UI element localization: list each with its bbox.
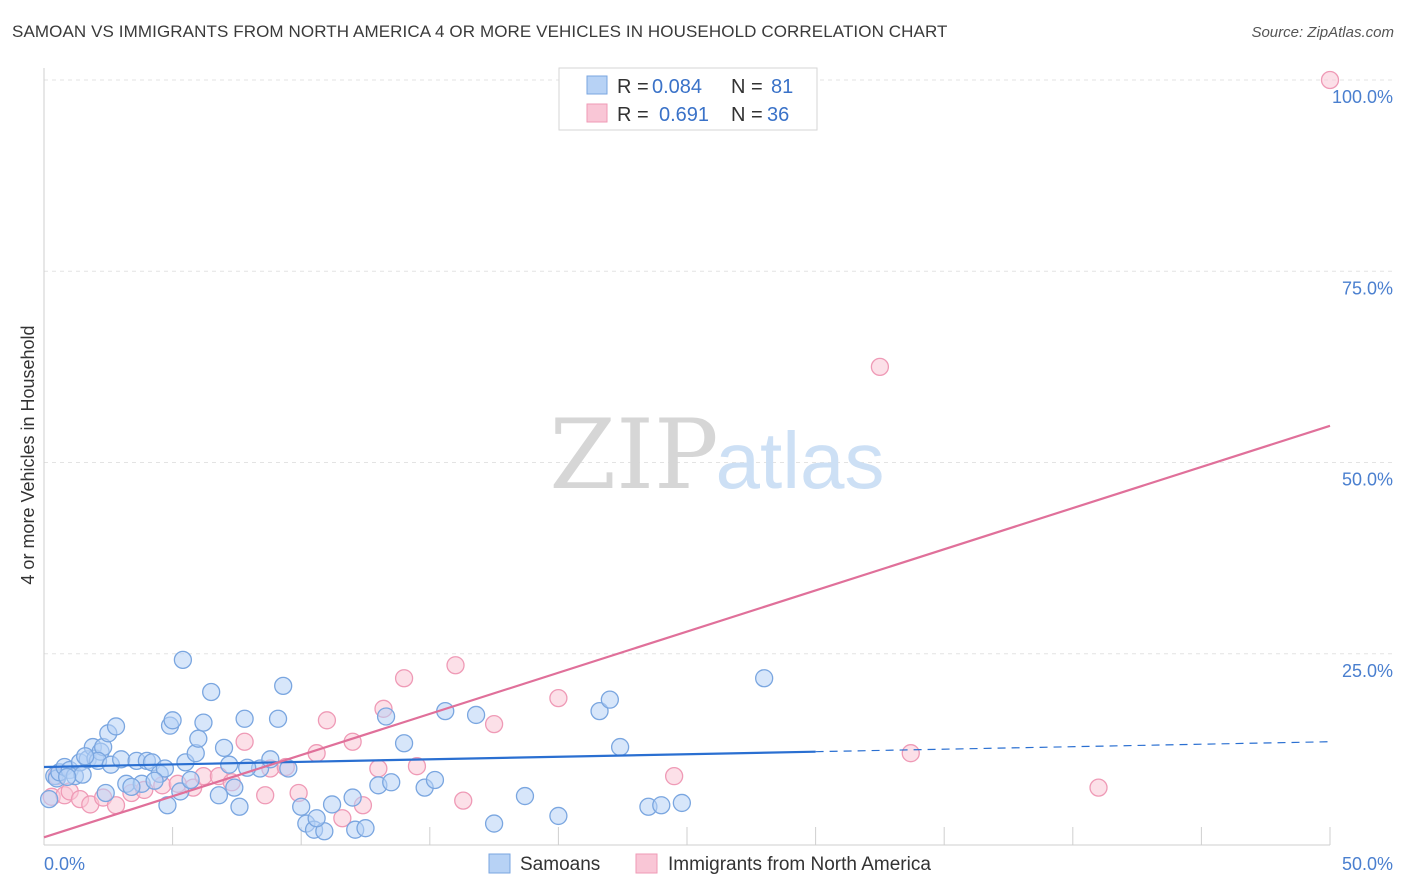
data-point (515, 786, 535, 806)
legend-r-immigrants: 0.691 (659, 104, 709, 126)
data-point (549, 806, 568, 826)
legend-swatch-immigrants (586, 103, 608, 123)
legend-n-label: N = (731, 104, 763, 126)
trendline-samoans (43, 750, 816, 769)
data-point (376, 707, 396, 726)
legend-r-label: R = (617, 104, 649, 126)
data-point (672, 793, 692, 813)
data-point (163, 711, 182, 730)
data-point (343, 788, 362, 807)
legend-n-label: N = (731, 76, 763, 98)
data-point (317, 711, 337, 730)
data-point (268, 709, 288, 728)
data-point (549, 688, 568, 708)
data-point (454, 791, 473, 810)
data-point (590, 701, 609, 721)
data-point (189, 729, 208, 748)
data-point (322, 795, 342, 814)
data-point (73, 765, 92, 784)
data-point (755, 669, 774, 688)
data-point (307, 809, 326, 828)
stats-legend: R = 0.084 N = 81 R = 0.691 N = 36 (558, 67, 818, 131)
watermark-atlas: atlas (716, 416, 885, 505)
data-point (484, 814, 504, 833)
data-point (600, 690, 619, 709)
data-point (57, 767, 77, 787)
chart-title: SAMOAN VS IMMIGRANTS FROM NORTH AMERICA … (12, 22, 948, 41)
legend-r-samoans: 0.084 (652, 76, 702, 98)
data-point (209, 786, 229, 805)
y-tick-label: 100.0% (1332, 87, 1393, 107)
data-point (214, 738, 234, 757)
series-legend: Samoans Immigrants from North America (488, 853, 931, 875)
data-point (39, 789, 59, 809)
data-point (220, 755, 239, 774)
legend-n-samoans: 81 (771, 76, 793, 98)
data-point (106, 717, 126, 736)
data-point (292, 797, 311, 816)
data-point (466, 705, 486, 725)
x-tick-label: 50.0% (1342, 854, 1393, 874)
source-label: Source: ZipAtlas.com (1251, 24, 1394, 41)
y-tick-label: 50.0% (1342, 470, 1393, 490)
data-point (394, 669, 414, 688)
data-point (1320, 70, 1340, 90)
y-axis-title: 4 or more Vehicles in Household (18, 325, 38, 584)
data-point (901, 744, 920, 763)
data-point (225, 778, 244, 797)
data-point (333, 809, 352, 828)
data-point (96, 783, 115, 803)
trendline-immigrants (43, 424, 1331, 839)
series-samoans-points (39, 650, 774, 841)
data-point (394, 734, 414, 753)
data-point (194, 713, 213, 732)
data-point (256, 786, 275, 805)
data-point (407, 757, 427, 776)
data-point (230, 797, 249, 816)
data-point (664, 767, 684, 786)
x-tick-label: 0.0% (44, 854, 85, 874)
data-point (122, 777, 141, 797)
data-point (235, 709, 254, 728)
data-point (145, 771, 164, 790)
data-point (652, 796, 671, 815)
watermark: ZIP atlas (549, 399, 884, 511)
data-point (181, 770, 200, 790)
watermark-zip: ZIP (549, 399, 718, 511)
data-point (369, 759, 388, 778)
legend-r-label: R = (617, 76, 649, 98)
data-point (1089, 778, 1108, 797)
data-point (425, 770, 445, 790)
data-point (610, 737, 630, 757)
trendline-samoans-extension (815, 741, 1331, 753)
series-legend-swatch-immigrants (635, 853, 658, 874)
y-tick-label: 25.0% (1342, 661, 1393, 681)
series-legend-label-immigrants: Immigrants from North America (668, 854, 931, 875)
ticks-layer: 25.0% 50.0% 75.0% 100.0% 0.0% 50.0% (44, 87, 1393, 874)
data-point (173, 650, 193, 670)
data-point (382, 773, 401, 792)
data-point (356, 819, 375, 838)
y-tick-label: 75.0% (1342, 278, 1393, 298)
legend-swatch-samoans (586, 75, 608, 95)
data-point (484, 714, 504, 734)
data-point (446, 656, 465, 675)
data-point (76, 747, 95, 766)
series-legend-label-samoans: Samoans (520, 854, 600, 875)
axes-layer (43, 68, 1331, 846)
trend-layer (43, 424, 1331, 839)
data-point (202, 682, 221, 702)
data-point (274, 676, 293, 696)
legend-n-immigrants: 36 (767, 104, 789, 126)
data-point (235, 732, 254, 751)
grid-layer (44, 79, 1392, 655)
data-point (870, 357, 890, 377)
series-legend-swatch-samoans (488, 853, 511, 874)
